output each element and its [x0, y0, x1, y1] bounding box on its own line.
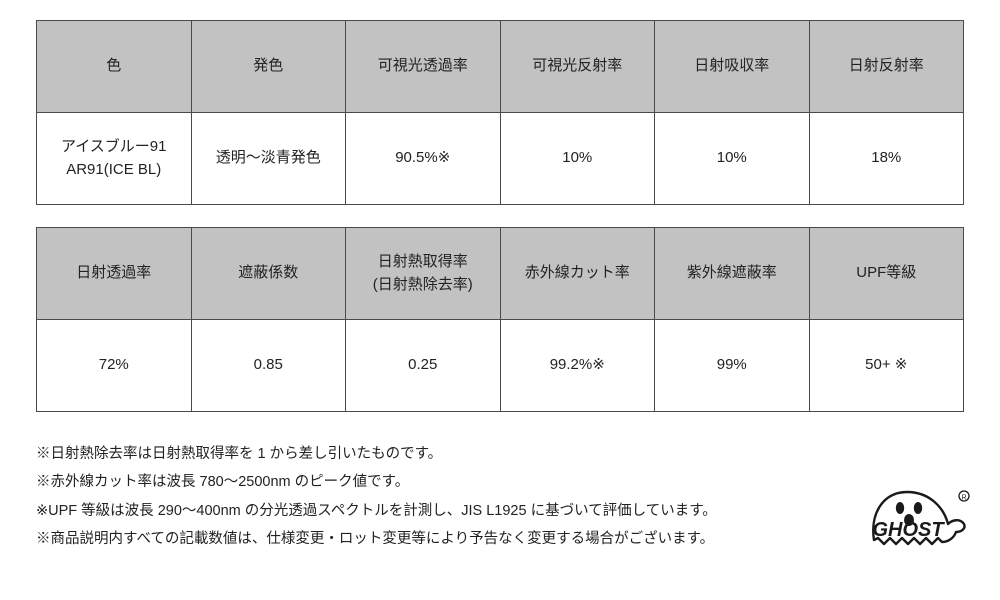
footnote-line: ※UPF 等級は波長 290～400nm の分光透過スペクトルを計測し、JIS …: [36, 497, 964, 525]
spec-table-2: 日射透過率 遮蔽係数 日射熱取得率(日射熱除去率) 赤外線カット率 紫外線遮蔽率…: [36, 227, 964, 412]
ghost-logo: R GHOST: [852, 480, 972, 560]
cell: 透明～淡青発色: [191, 113, 346, 205]
footnotes: ※日射熱除去率は日射熱取得率を 1 から差し引いたものです。 ※赤外線カット率は…: [36, 440, 964, 553]
col-header: 発色: [191, 21, 346, 113]
col-header: 日射熱取得率(日射熱除去率): [346, 228, 501, 320]
cell: 99%: [655, 320, 810, 412]
svg-text:R: R: [961, 495, 966, 502]
table-row: 72% 0.85 0.25 99.2%※ 99% 50+ ※: [37, 320, 964, 412]
col-header: 色: [37, 21, 192, 113]
cell: 72%: [37, 320, 192, 412]
cell: 10%: [655, 113, 810, 205]
cell: アイスブルー91AR91(ICE BL): [37, 113, 192, 205]
spec-table-1: 色 発色 可視光透過率 可視光反射率 日射吸収率 日射反射率 アイスブルー91A…: [36, 20, 964, 205]
cell: 0.85: [191, 320, 346, 412]
footnote-line: ※赤外線カット率は波長 780～2500nm のピーク値です。: [36, 468, 964, 496]
cell: 90.5%※: [346, 113, 501, 205]
col-header: 紫外線遮蔽率: [655, 228, 810, 320]
table-header-row: 日射透過率 遮蔽係数 日射熱取得率(日射熱除去率) 赤外線カット率 紫外線遮蔽率…: [37, 228, 964, 320]
table-header-row: 色 発色 可視光透過率 可視光反射率 日射吸収率 日射反射率: [37, 21, 964, 113]
col-header: 赤外線カット率: [500, 228, 655, 320]
col-header: UPF等級: [809, 228, 964, 320]
ghost-logo-text: GHOST: [872, 519, 945, 541]
footnote-line: ※日射熱除去率は日射熱取得率を 1 から差し引いたものです。: [36, 440, 964, 468]
cell: 50+ ※: [809, 320, 964, 412]
col-header: 可視光透過率: [346, 21, 501, 113]
cell: 10%: [500, 113, 655, 205]
cell: 99.2%※: [500, 320, 655, 412]
table-row: アイスブルー91AR91(ICE BL) 透明～淡青発色 90.5%※ 10% …: [37, 113, 964, 205]
col-header: 可視光反射率: [500, 21, 655, 113]
col-header: 日射反射率: [809, 21, 964, 113]
spacer: [36, 205, 964, 227]
col-header: 日射透過率: [37, 228, 192, 320]
col-header: 遮蔽係数: [191, 228, 346, 320]
col-header: 日射吸収率: [655, 21, 810, 113]
cell: 18%: [809, 113, 964, 205]
footnote-line: ※商品説明内すべての記載数値は、仕様変更・ロット変更等により予告なく変更する場合…: [36, 525, 964, 553]
cell: 0.25: [346, 320, 501, 412]
